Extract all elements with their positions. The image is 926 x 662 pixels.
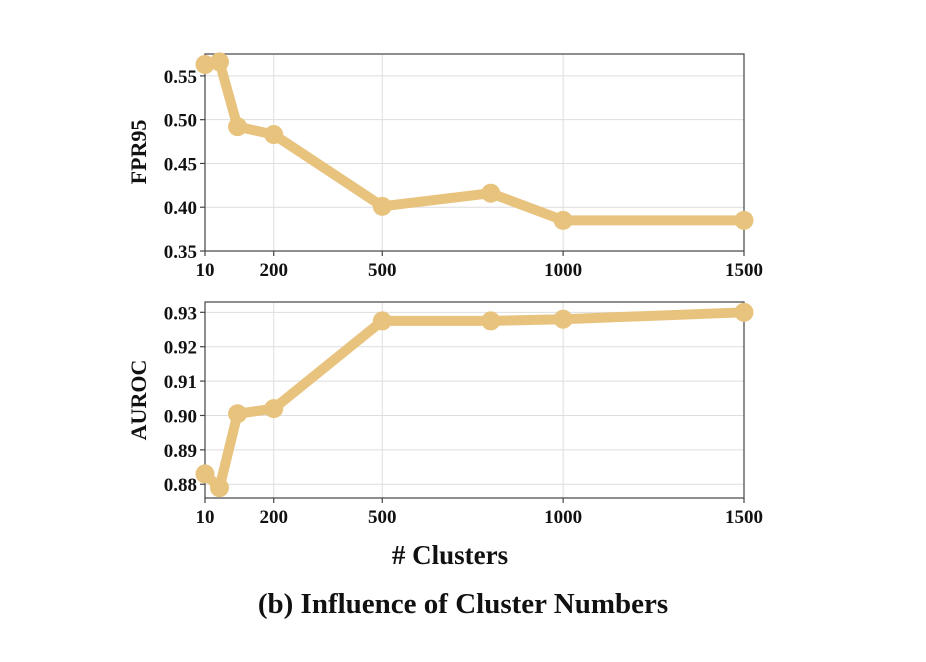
y-tick-label: 0.93 xyxy=(164,303,197,324)
x-tick-label: 1000 xyxy=(544,260,582,281)
x-tick-label: 1500 xyxy=(725,507,763,528)
auroc-y-axis-label: AUROC xyxy=(126,360,151,441)
y-tick-label: 0.55 xyxy=(164,67,197,88)
y-tick-label: 0.92 xyxy=(164,338,197,359)
x-axis-label: # Clusters xyxy=(392,540,508,570)
auroc-data-point xyxy=(372,311,392,331)
figure-caption: (b) Influence of Cluster Numbers xyxy=(257,588,669,620)
fpr95-series-line xyxy=(200,56,749,226)
x-tick-label: 500 xyxy=(368,507,397,528)
x-tick-label: 10 xyxy=(196,507,215,528)
auroc-data-point xyxy=(195,464,215,484)
fpr95-data-point xyxy=(228,117,248,137)
fpr95-data-point xyxy=(209,52,229,72)
fpr95-data-point xyxy=(553,210,573,230)
auroc-panel: 0.88 0.89 0.90 0.91 0.92 0.93 10 200 500 1000 1500… xyxy=(126,301,763,528)
y-tick-label: 0.50 xyxy=(164,111,197,132)
x-tick-label: 10 xyxy=(196,260,215,281)
y-tick-label: 0.45 xyxy=(164,154,197,175)
y-tick-label: 0.35 xyxy=(164,242,197,263)
auroc-data-point xyxy=(209,478,229,498)
auroc-data-point xyxy=(264,399,284,419)
y-tick-label: 0.91 xyxy=(164,372,197,393)
x-tick-label: 500 xyxy=(368,260,397,281)
fpr95-plot-frame xyxy=(204,53,745,252)
x-tick-label: 1500 xyxy=(725,260,763,281)
y-tick-label: 0.90 xyxy=(164,406,197,427)
x-tick-label: 200 xyxy=(259,507,288,528)
fpr95-data-point xyxy=(372,196,392,216)
x-tick-label: 200 xyxy=(259,260,288,281)
fpr95-panel: 0.35 0.40 0.45 0.50 0.55 10 200 500 1000 1500 FPR9… xyxy=(126,52,763,281)
fpr95-data-point xyxy=(734,210,754,230)
fpr95-y-axis-label: FPR95 xyxy=(126,120,151,185)
auroc-series-line xyxy=(200,307,749,493)
auroc-data-point xyxy=(481,311,501,331)
auroc-data-point xyxy=(734,302,754,322)
x-tick-label: 1000 xyxy=(544,507,582,528)
fpr95-data-point xyxy=(264,125,284,145)
auroc-data-point xyxy=(553,309,573,329)
fpr95-data-point xyxy=(481,183,501,203)
fpr95-data-point xyxy=(195,55,215,75)
auroc-data-point xyxy=(228,404,248,424)
y-tick-label: 0.40 xyxy=(164,198,197,219)
auroc-plot-frame xyxy=(204,301,745,499)
y-tick-label: 0.88 xyxy=(164,475,197,496)
y-tick-label: 0.89 xyxy=(164,441,197,462)
